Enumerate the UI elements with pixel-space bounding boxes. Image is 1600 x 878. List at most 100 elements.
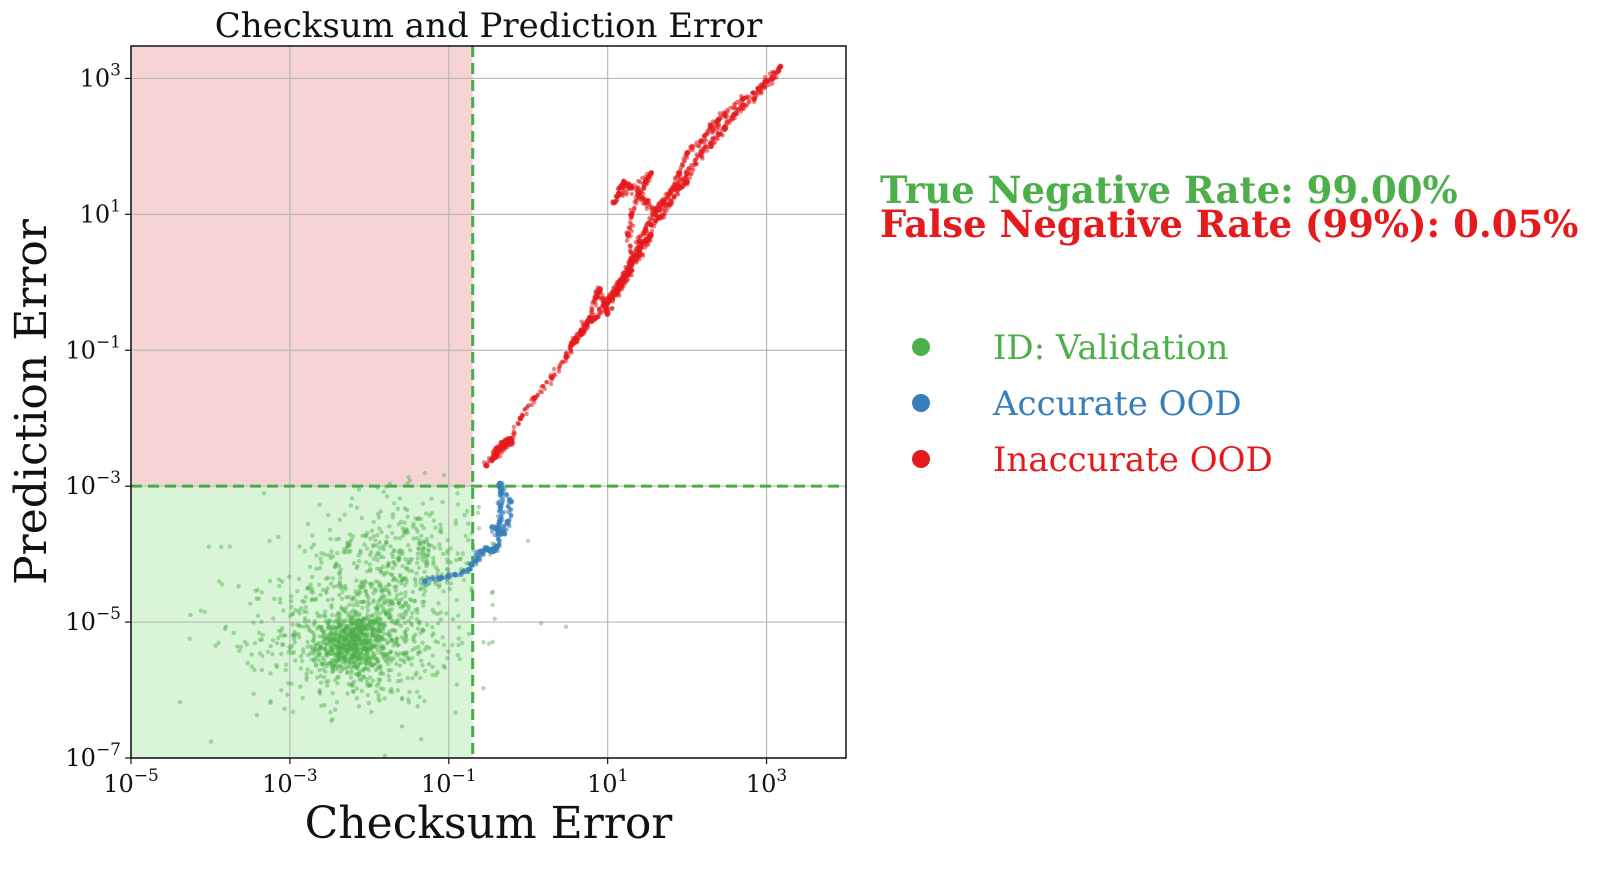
point-id-validation [411,536,416,541]
point-id-validation [242,639,248,644]
point-id-validation [403,566,409,571]
point-id-validation [397,598,402,603]
point-id-validation [379,626,385,631]
point-id-validation [291,650,297,655]
point-id-validation [340,627,345,633]
point-id-validation [359,650,364,656]
point-id-validation [344,665,350,670]
point-id-validation [417,619,422,624]
series-accurate-ood [421,480,515,587]
point-id-validation [299,606,304,611]
point-id-validation [348,631,353,636]
point-id-validation [356,646,361,651]
point-id-validation [312,646,318,651]
point-id-validation [350,683,356,688]
point-id-validation [403,557,408,562]
point-id-validation [313,642,318,647]
point-id-validation [396,601,402,606]
point-id-validation [351,638,356,643]
point-id-validation [337,653,342,658]
point-id-validation [329,718,334,724]
point-id-validation [290,633,295,638]
point-inaccurate-ood [633,198,639,204]
point-id-validation [257,630,262,636]
point-id-validation [349,633,355,638]
point-id-validation [392,584,397,590]
point-id-validation [327,638,333,644]
point-id-validation [271,616,276,621]
point-id-validation [364,633,369,638]
point-id-validation [353,637,358,643]
point-id-validation [385,657,390,663]
point-id-validation [344,595,349,600]
point-inaccurate-ood [604,310,611,317]
point-id-validation [435,611,440,617]
point-id-validation [350,635,356,640]
point-id-validation [361,644,367,649]
point-inaccurate-ood [756,86,762,92]
point-id-validation [361,674,367,679]
point-id-validation [350,637,356,642]
point-id-validation [377,665,382,671]
point-id-validation [310,590,316,595]
point-id-validation [365,651,370,656]
point-id-validation [367,683,372,688]
point-id-validation [423,511,429,516]
point-id-validation [365,655,370,660]
point-id-validation [429,496,434,502]
point-inaccurate-ood [763,78,770,85]
point-id-validation [390,559,396,565]
point-id-validation [328,631,333,636]
y-axis-label: Prediction Error [6,218,57,585]
point-inaccurate-ood [611,199,617,206]
point-id-validation [375,658,381,664]
point-id-validation [396,549,401,554]
point-inaccurate-ood [584,320,590,327]
point-id-validation [455,652,461,658]
point-id-validation [336,653,341,659]
point-id-validation [355,643,360,648]
point-id-validation [346,647,352,653]
point-id-validation [362,666,368,671]
point-id-validation [376,627,382,632]
point-id-validation [375,602,380,608]
point-id-validation [260,632,265,638]
point-id-validation [407,478,413,483]
point-id-validation [363,560,369,565]
point-id-validation [366,622,372,627]
point-id-validation [388,544,393,549]
point-id-validation [350,643,355,649]
point-id-validation [431,631,436,636]
point-id-validation [356,553,362,558]
point-id-validation [341,641,347,647]
point-id-validation [406,700,412,705]
point-id-validation [368,655,373,661]
point-id-validation [373,634,378,639]
point-accurate-ood [427,581,432,586]
point-id-validation [470,544,476,549]
point-id-validation [387,610,392,616]
point-id-validation [348,610,353,616]
point-id-validation [475,510,481,515]
point-id-validation [402,639,408,645]
point-id-validation [360,630,365,635]
point-id-validation [409,556,414,562]
point-id-validation [323,576,329,581]
point-id-validation [369,629,374,635]
point-id-validation [328,710,333,715]
point-id-validation [395,653,400,658]
point-id-validation [409,598,414,603]
point-id-validation [306,652,311,658]
point-id-validation [312,620,317,626]
point-id-validation [439,530,444,535]
point-id-validation [238,644,244,650]
point-id-validation [324,651,329,656]
point-inaccurate-ood [551,366,557,372]
point-id-validation [481,640,486,645]
point-id-validation [365,653,370,658]
point-id-validation [476,526,482,531]
point-id-validation [382,653,387,658]
point-inaccurate-ood [777,63,784,70]
point-id-validation [348,619,353,624]
point-inaccurate-ood [635,178,641,184]
